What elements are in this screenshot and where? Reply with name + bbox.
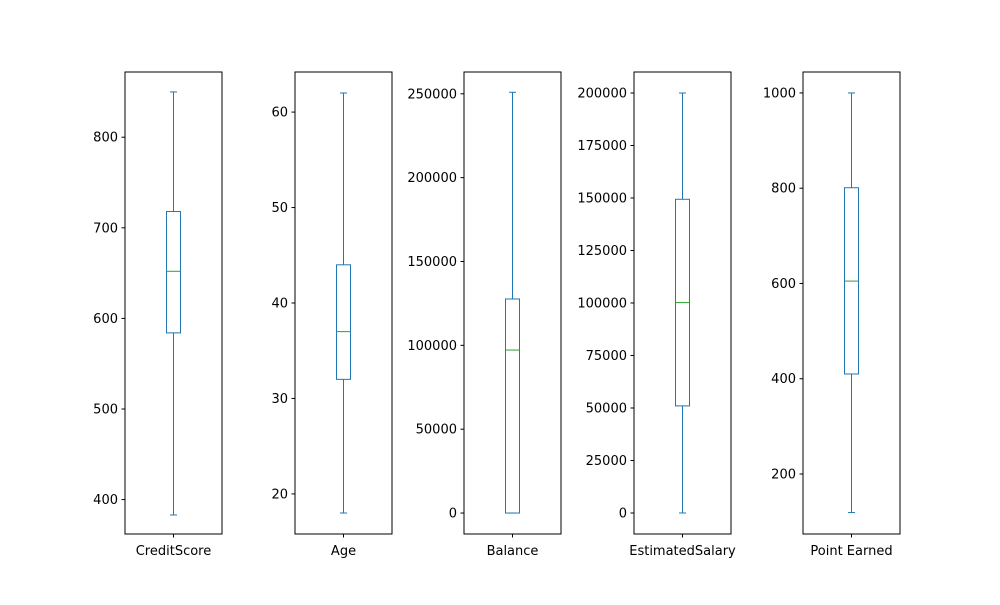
y-tick-label-estimatedsalary: 25000 — [586, 454, 627, 469]
y-tick-label-estimatedsalary: 175000 — [577, 139, 627, 154]
y-tick-label-estimatedsalary: 100000 — [577, 297, 627, 312]
y-tick-label-balance: 100000 — [407, 339, 457, 354]
x-tick-label-balance: Balance — [487, 544, 539, 559]
y-tick-label-point-earned: 1000 — [763, 86, 796, 101]
y-tick-label-creditscore: 600 — [93, 312, 118, 327]
y-tick-label-estimatedsalary: 150000 — [577, 192, 627, 207]
x-tick-label-age: Age — [331, 544, 356, 559]
y-tick-label-balance: 50000 — [416, 423, 457, 438]
y-tick-label-balance: 250000 — [407, 87, 457, 102]
y-tick-label-balance: 150000 — [407, 255, 457, 270]
y-tick-label-point-earned: 400 — [771, 372, 796, 387]
box-balance — [505, 298, 520, 514]
y-tick-label-balance: 0 — [449, 507, 457, 522]
y-tick-label-age: 30 — [271, 392, 288, 407]
y-tick-label-age: 50 — [271, 201, 288, 216]
y-tick-label-estimatedsalary: 200000 — [577, 87, 627, 102]
y-tick-label-creditscore: 700 — [93, 221, 118, 236]
y-tick-label-age: 60 — [271, 106, 288, 121]
y-tick-label-point-earned: 600 — [771, 277, 796, 292]
x-tick-label-point-earned: Point Earned — [810, 544, 892, 559]
x-tick-label-estimatedsalary: EstimatedSalary — [629, 544, 736, 559]
y-tick-label-estimatedsalary: 75000 — [586, 349, 627, 364]
box-creditscore — [166, 211, 181, 334]
y-tick-label-age: 40 — [271, 297, 288, 312]
x-tick-label-creditscore: CreditScore — [136, 544, 212, 559]
y-tick-label-age: 20 — [271, 487, 288, 502]
y-tick-label-point-earned: 800 — [771, 182, 796, 197]
y-tick-label-estimatedsalary: 50000 — [586, 402, 627, 417]
y-tick-label-creditscore: 800 — [93, 131, 118, 146]
y-tick-label-point-earned: 200 — [771, 467, 796, 482]
y-tick-label-estimatedsalary: 0 — [619, 507, 627, 522]
y-tick-label-creditscore: 400 — [93, 493, 118, 508]
box-age — [336, 264, 351, 380]
y-tick-label-creditscore: 500 — [93, 402, 118, 417]
y-tick-label-balance: 200000 — [407, 171, 457, 186]
y-tick-label-estimatedsalary: 125000 — [577, 244, 627, 259]
